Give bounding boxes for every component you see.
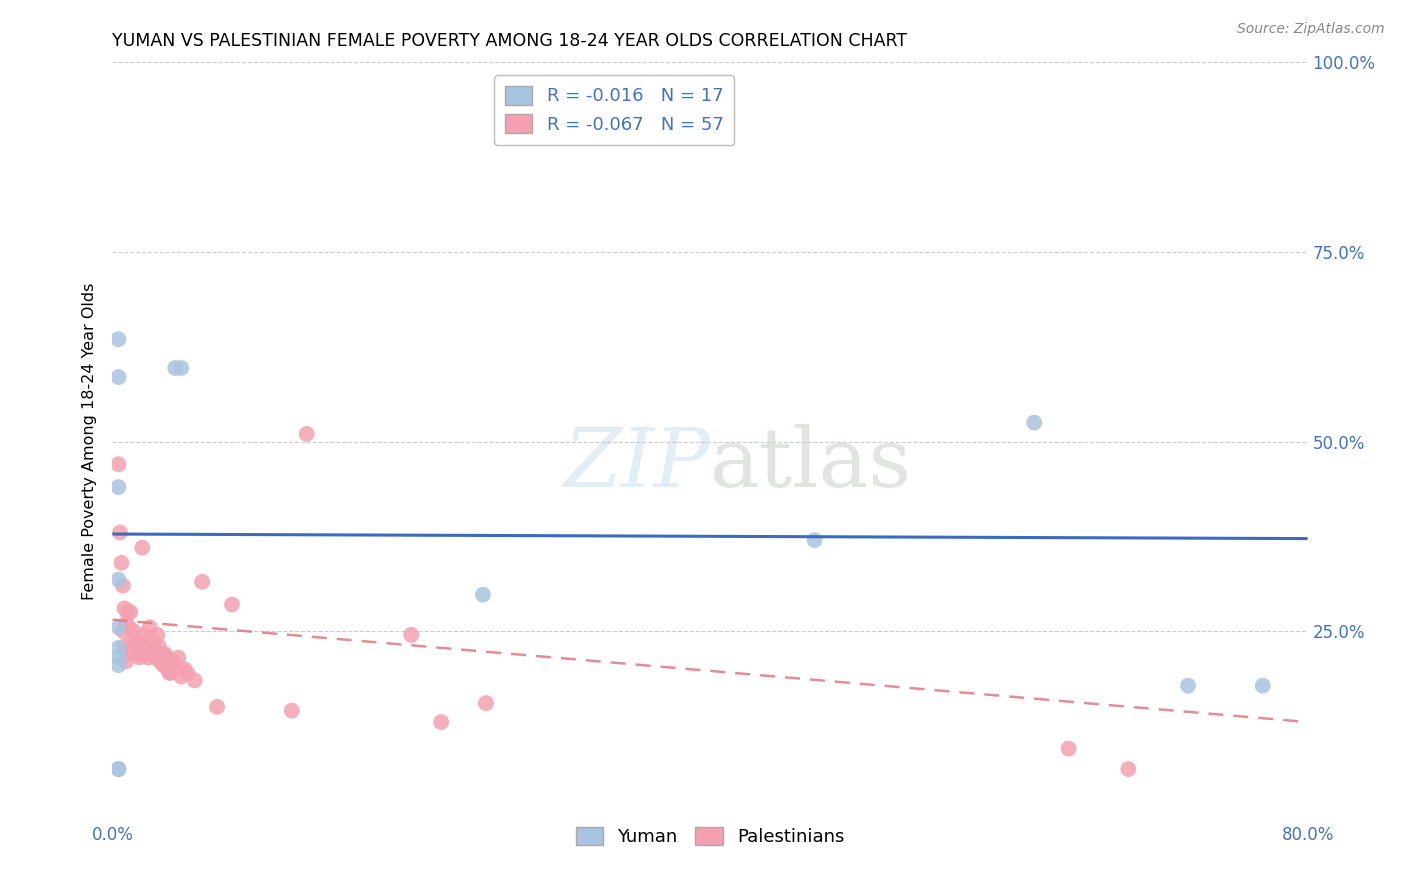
- Point: [143, 643, 166, 657]
- Point: [167, 650, 190, 665]
- Point: [111, 579, 134, 593]
- Point: [191, 574, 214, 589]
- Point: [107, 480, 129, 494]
- Point: [122, 624, 145, 639]
- Point: [148, 639, 170, 653]
- Point: [132, 628, 155, 642]
- Point: [295, 427, 318, 442]
- Point: [475, 696, 498, 710]
- Point: [128, 650, 150, 665]
- Point: [472, 588, 495, 602]
- Point: [107, 762, 129, 776]
- Point: [142, 635, 165, 649]
- Y-axis label: Female Poverty Among 18-24 Year Olds: Female Poverty Among 18-24 Year Olds: [82, 283, 97, 600]
- Point: [135, 643, 157, 657]
- Point: [117, 605, 139, 619]
- Point: [149, 655, 172, 669]
- Point: [146, 628, 169, 642]
- Point: [107, 640, 129, 655]
- Point: [803, 533, 825, 548]
- Point: [107, 458, 129, 472]
- Point: [170, 361, 193, 376]
- Point: [138, 650, 160, 665]
- Text: YUMAN VS PALESTINIAN FEMALE POVERTY AMONG 18-24 YEAR OLDS CORRELATION CHART: YUMAN VS PALESTINIAN FEMALE POVERTY AMON…: [112, 32, 908, 50]
- Point: [165, 658, 187, 673]
- Point: [145, 650, 167, 665]
- Point: [205, 699, 228, 714]
- Point: [117, 647, 139, 661]
- Point: [107, 370, 129, 384]
- Point: [110, 556, 132, 570]
- Point: [134, 635, 156, 649]
- Point: [1057, 741, 1080, 756]
- Point: [115, 655, 138, 669]
- Point: [127, 647, 149, 661]
- Point: [121, 635, 143, 649]
- Point: [114, 601, 135, 615]
- Point: [129, 647, 152, 661]
- Point: [221, 598, 243, 612]
- Point: [118, 620, 141, 634]
- Legend: Yuman, Palestinians: Yuman, Palestinians: [568, 820, 852, 854]
- Point: [125, 635, 148, 649]
- Point: [124, 635, 146, 649]
- Point: [107, 658, 129, 673]
- Text: ZIP: ZIP: [564, 425, 710, 504]
- Point: [1024, 416, 1046, 430]
- Point: [139, 620, 162, 634]
- Point: [107, 762, 129, 776]
- Point: [173, 662, 195, 676]
- Point: [107, 620, 129, 634]
- Point: [107, 332, 129, 346]
- Point: [170, 669, 193, 683]
- Point: [401, 628, 423, 642]
- Point: [281, 704, 304, 718]
- Point: [155, 650, 177, 665]
- Text: atlas: atlas: [710, 425, 912, 504]
- Point: [152, 658, 174, 673]
- Point: [114, 639, 135, 653]
- Point: [107, 573, 129, 587]
- Point: [159, 665, 181, 680]
- Point: [107, 650, 129, 665]
- Point: [176, 665, 198, 680]
- Point: [1177, 679, 1199, 693]
- Point: [1251, 679, 1274, 693]
- Point: [115, 616, 138, 631]
- Text: Source: ZipAtlas.com: Source: ZipAtlas.com: [1237, 22, 1385, 37]
- Point: [141, 647, 163, 661]
- Point: [131, 541, 153, 555]
- Point: [108, 525, 131, 540]
- Point: [165, 361, 187, 376]
- Point: [156, 662, 179, 676]
- Point: [157, 665, 180, 680]
- Point: [430, 715, 453, 730]
- Point: [183, 673, 205, 688]
- Point: [153, 647, 176, 661]
- Point: [1118, 762, 1140, 776]
- Point: [162, 655, 183, 669]
- Point: [111, 624, 134, 639]
- Point: [120, 605, 142, 619]
- Point: [150, 647, 173, 661]
